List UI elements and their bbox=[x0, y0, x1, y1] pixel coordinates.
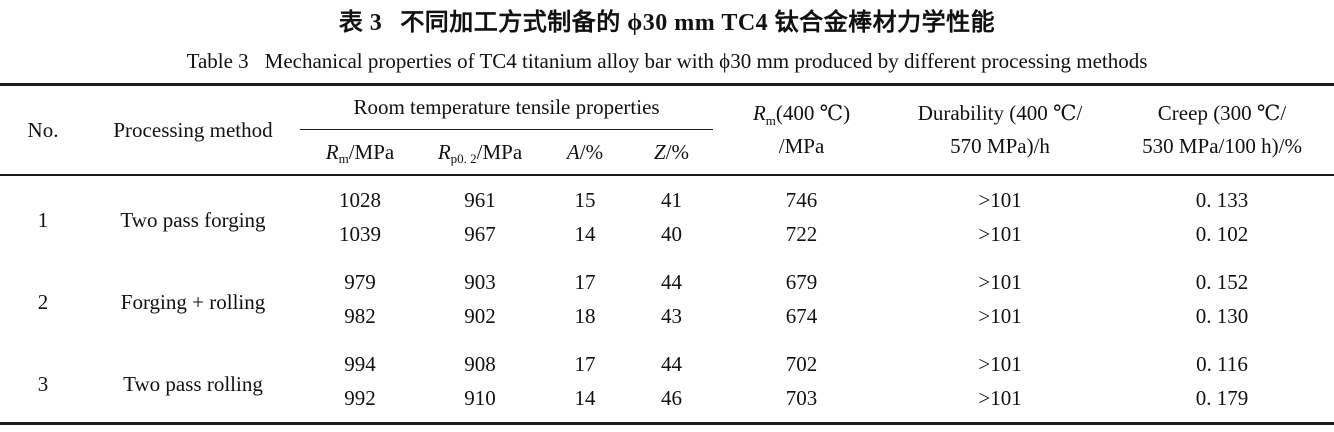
cell-durability: >101 bbox=[978, 269, 1022, 294]
cell-rm: 1039 bbox=[339, 221, 381, 246]
cell-rm400: 746 bbox=[785, 187, 818, 212]
cell-a: 18 bbox=[574, 303, 596, 328]
cell-rp02: 910 bbox=[464, 385, 496, 410]
header-creep-line1: Creep (300 ℃/ bbox=[1157, 101, 1287, 126]
cell-z: 43 bbox=[661, 303, 683, 328]
header-cell-durability: Durability (400 ℃/ 570 MPa)/h bbox=[890, 84, 1111, 176]
header-rm400-line2: /MPa bbox=[778, 134, 825, 158]
cell-z: 46 bbox=[661, 385, 683, 410]
header-row-2: Rm/MPa Rp0. 2/MPa A/% Z/% bbox=[0, 129, 1334, 176]
cell-rp02: 967 bbox=[464, 221, 496, 246]
header-durability-line2: 570 MPa)/h bbox=[950, 134, 1050, 158]
header-cell-elongation: A/% bbox=[540, 129, 630, 176]
table-title-en-text: Mechanical properties of TC4 titanium al… bbox=[264, 49, 1148, 73]
header-durability-line1: Durability (400 ℃/ bbox=[917, 101, 1083, 126]
cell-no: 1 bbox=[37, 208, 49, 233]
table-number-cn: 表 3 bbox=[338, 10, 383, 36]
cell-z: 44 bbox=[661, 351, 683, 376]
cell-rm: 1028 bbox=[339, 187, 381, 212]
header-cell-room-temp-group: Room temperature tensile properties bbox=[300, 84, 714, 130]
cell-durability: >101 bbox=[978, 351, 1022, 376]
table-row: 1039 967 14 40 722 >101 0. 102 bbox=[0, 217, 1334, 258]
cell-method: Two pass forging bbox=[120, 208, 266, 233]
cell-creep: 0. 130 bbox=[1195, 303, 1249, 328]
cell-a: 17 bbox=[574, 351, 596, 376]
header-rm400-line1: Rm(400 ℃) bbox=[752, 101, 851, 128]
cell-method: Two pass rolling bbox=[123, 372, 263, 397]
table-title-cn-text: 不同加工方式制备的 ϕ30 mm TC4 钛合金棒材力学性能 bbox=[400, 10, 996, 36]
cell-creep: 0. 102 bbox=[1195, 221, 1249, 246]
header-cell-creep: Creep (300 ℃/ 530 MPa/100 h)/% bbox=[1110, 84, 1334, 176]
cell-a: 14 bbox=[574, 385, 596, 410]
cell-a: 17 bbox=[574, 269, 596, 294]
cell-method: Forging + rolling bbox=[120, 290, 266, 315]
table-row: 982 902 18 43 674 >101 0. 130 bbox=[0, 299, 1334, 340]
cell-rm: 992 bbox=[344, 385, 376, 410]
cell-no: 3 bbox=[37, 372, 49, 397]
cell-rm400: 674 bbox=[785, 303, 818, 328]
cell-creep: 0. 133 bbox=[1195, 187, 1249, 212]
cell-a: 15 bbox=[574, 187, 596, 212]
cell-durability: >101 bbox=[978, 221, 1022, 246]
cell-rm: 979 bbox=[344, 269, 376, 294]
cell-rm400: 679 bbox=[785, 269, 818, 294]
cell-rp02: 903 bbox=[464, 269, 496, 294]
cell-rp02: 908 bbox=[464, 351, 496, 376]
mechanical-properties-table: No. Processing method Room temperature t… bbox=[0, 83, 1334, 425]
cell-durability: >101 bbox=[978, 303, 1022, 328]
cell-z: 40 bbox=[661, 221, 683, 246]
cell-rm400: 702 bbox=[785, 351, 818, 376]
cell-rp02: 961 bbox=[464, 187, 496, 212]
header-cell-rp02: Rp0. 2/MPa bbox=[420, 129, 540, 176]
cell-rm: 982 bbox=[344, 303, 376, 328]
table-row: 2 Forging + rolling 979 903 17 44 679 >1… bbox=[0, 258, 1334, 315]
cell-durability: >101 bbox=[978, 385, 1022, 410]
header-row-1: No. Processing method Room temperature t… bbox=[0, 84, 1334, 176]
table-row: 3 Two pass rolling 994 908 17 44 702 >10… bbox=[0, 340, 1334, 397]
header-cell-rm: Rm/MPa bbox=[300, 129, 420, 176]
cell-rm400: 722 bbox=[785, 221, 818, 246]
cell-rp02: 902 bbox=[464, 303, 496, 328]
header-creep-line2: 530 MPa/100 h)/% bbox=[1142, 134, 1302, 158]
table-title-chinese: 表 3 不同加工方式制备的 ϕ30 mm TC4 钛合金棒材力学性能 bbox=[0, 6, 1334, 40]
table-title-english: Table 3 Mechanical properties of TC4 tita… bbox=[0, 44, 1334, 78]
cell-rm: 994 bbox=[344, 351, 376, 376]
cell-z: 41 bbox=[661, 187, 683, 212]
cell-a: 14 bbox=[574, 221, 596, 246]
header-cell-processing-method: Processing method bbox=[86, 84, 300, 176]
cell-z: 44 bbox=[661, 269, 683, 294]
header-cell-no: No. bbox=[0, 84, 86, 176]
cell-durability: >101 bbox=[978, 187, 1022, 212]
table-number-en: Table 3 bbox=[186, 49, 249, 73]
header-cell-rm-400: Rm(400 ℃) /MPa bbox=[713, 84, 891, 176]
cell-creep: 0. 152 bbox=[1195, 269, 1249, 294]
cell-no: 2 bbox=[37, 290, 49, 315]
cell-creep: 0. 116 bbox=[1196, 351, 1248, 376]
cell-creep: 0. 179 bbox=[1195, 385, 1249, 410]
table-row: 992 910 14 46 703 >101 0. 179 bbox=[0, 381, 1334, 424]
cell-rm400: 703 bbox=[785, 385, 818, 410]
table-row: 1 Two pass forging 1028 961 15 41 746 >1… bbox=[0, 175, 1334, 233]
header-cell-reduction: Z/% bbox=[630, 129, 714, 176]
